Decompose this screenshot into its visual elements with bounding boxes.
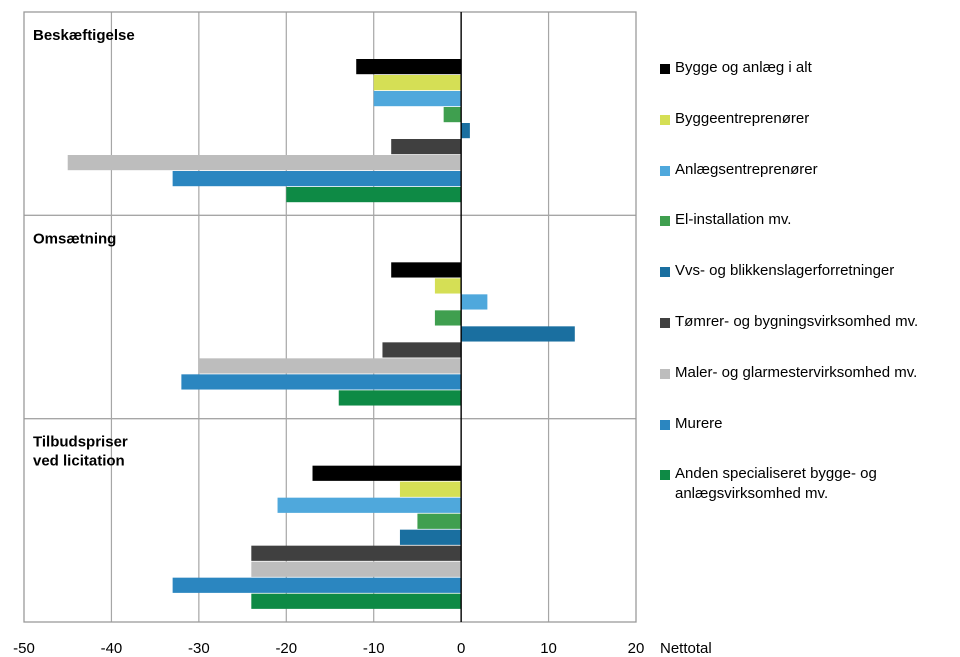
- bar: [461, 123, 470, 139]
- axes: [23, 11, 637, 623]
- legend-label: El-installation mv.: [675, 210, 791, 230]
- bar: [391, 262, 462, 278]
- bar: [399, 481, 462, 497]
- legend-swatch: [660, 114, 670, 125]
- legend-swatch: [660, 318, 670, 328]
- legend-item: Anden specialiseret bygge- og anlægsvirks…: [660, 464, 877, 504]
- legend-label: Maler- og glarmestervirksomhed mv.: [675, 363, 917, 383]
- bar: [434, 278, 462, 294]
- x-tick-label: -10: [363, 640, 385, 657]
- legend-swatch: [660, 216, 670, 227]
- bar: [286, 187, 462, 203]
- legend-swatch: [660, 419, 670, 430]
- bar: [443, 107, 462, 123]
- x-tick-labels: -50 -40 -30 -20 -10 0 10 20: [13, 640, 644, 657]
- bar: [251, 545, 462, 561]
- legend-item: Bygge og anlæg i alt: [660, 58, 812, 78]
- gridlines: [24, 12, 636, 622]
- legend-label-line: Maler- og glarmestervirksomhed mv.: [675, 363, 918, 381]
- legend-label-line: anlægsvirksomhed mv.: [675, 485, 829, 503]
- bar: [417, 513, 462, 529]
- legend-swatch: [660, 368, 670, 379]
- bar: [373, 75, 462, 91]
- legend-swatch: [660, 165, 670, 176]
- bar: [312, 465, 462, 481]
- legend-label-line: Tømrer- og bygningsvirksomhed mv.: [675, 313, 919, 330]
- legend-swatch: [660, 267, 670, 278]
- legend-label: Anlægsentreprenører: [675, 160, 818, 180]
- legend-item: Anlægsentreprenører: [660, 160, 818, 180]
- bar: [172, 171, 462, 187]
- x-tick-label: -50: [13, 640, 35, 657]
- legend-label: Tømrer- og bygningsvirksomhed mv.: [675, 312, 918, 332]
- legend-label-line: Murere: [675, 414, 723, 432]
- legend-item: Vvs- og blikkenslagerforretninger: [660, 261, 894, 281]
- legend-label: Bygge og anlæg i alt: [675, 58, 812, 78]
- x-tick-label: -30: [188, 640, 210, 657]
- legend-item: Byggeentreprenører: [660, 109, 809, 129]
- legend-label-line: Vvs- og blikkenslagerforretninger: [675, 262, 895, 280]
- panel-title: Omsætning: [33, 230, 116, 247]
- x-tick-label: 20: [628, 640, 645, 657]
- bar: [338, 390, 462, 406]
- bar: [251, 561, 462, 577]
- panel-title: Tilbudspriser: [33, 434, 128, 451]
- bar: [277, 497, 462, 513]
- bar: [172, 577, 462, 593]
- x-tick-label: 0: [457, 640, 465, 657]
- bar: [181, 374, 462, 390]
- legend-label-line: El-installation mv.: [675, 211, 792, 229]
- bar: [382, 342, 462, 358]
- plot-frame: [23, 11, 637, 623]
- legend-label-line: Byggeentreprenører: [675, 109, 810, 127]
- bar: [391, 139, 462, 155]
- legend-label: Vvs- og blikkenslagerforretninger: [675, 261, 894, 281]
- legend-label: Anden specialiseret bygge- og anlægsvirks…: [675, 464, 877, 504]
- legend-label-line: Anlægsentreprenører: [675, 160, 818, 178]
- legend-label-line: Bygge og anlæg i alt: [675, 59, 812, 76]
- legend-label: Byggeentreprenører: [675, 109, 809, 129]
- bar: [399, 529, 462, 545]
- legend-swatch: [660, 470, 670, 481]
- legend-label: Murere: [675, 414, 723, 434]
- bar: [461, 294, 488, 310]
- x-tick-label: -20: [275, 640, 297, 657]
- x-unit-label: Nettotal: [660, 640, 712, 657]
- bar: [434, 310, 462, 326]
- legend-label-line: Anden specialiseret bygge- og: [675, 465, 877, 483]
- legend-item: Murere: [660, 414, 723, 434]
- bar: [356, 59, 462, 75]
- bar: [198, 358, 462, 374]
- panel-titles: Beskæftigelse Omsætning Tilbudspriser ved l…: [33, 27, 135, 470]
- legend-item: Maler- og glarmestervirksomhed mv.: [660, 363, 917, 383]
- x-tick-label: -40: [101, 640, 123, 657]
- legend-swatch: [660, 64, 670, 74]
- x-tick-label: 10: [540, 640, 557, 657]
- bar: [67, 155, 462, 171]
- legend-item: Tømrer- og bygningsvirksomhed mv.: [660, 312, 918, 332]
- panel-title: Beskæftigelse: [33, 27, 135, 44]
- legend-item: El-installation mv.: [660, 210, 791, 230]
- bar: [251, 593, 462, 609]
- bars: [67, 59, 575, 609]
- bar: [461, 326, 575, 342]
- bar: [373, 91, 462, 107]
- panel-title: ved licitation: [33, 453, 125, 470]
